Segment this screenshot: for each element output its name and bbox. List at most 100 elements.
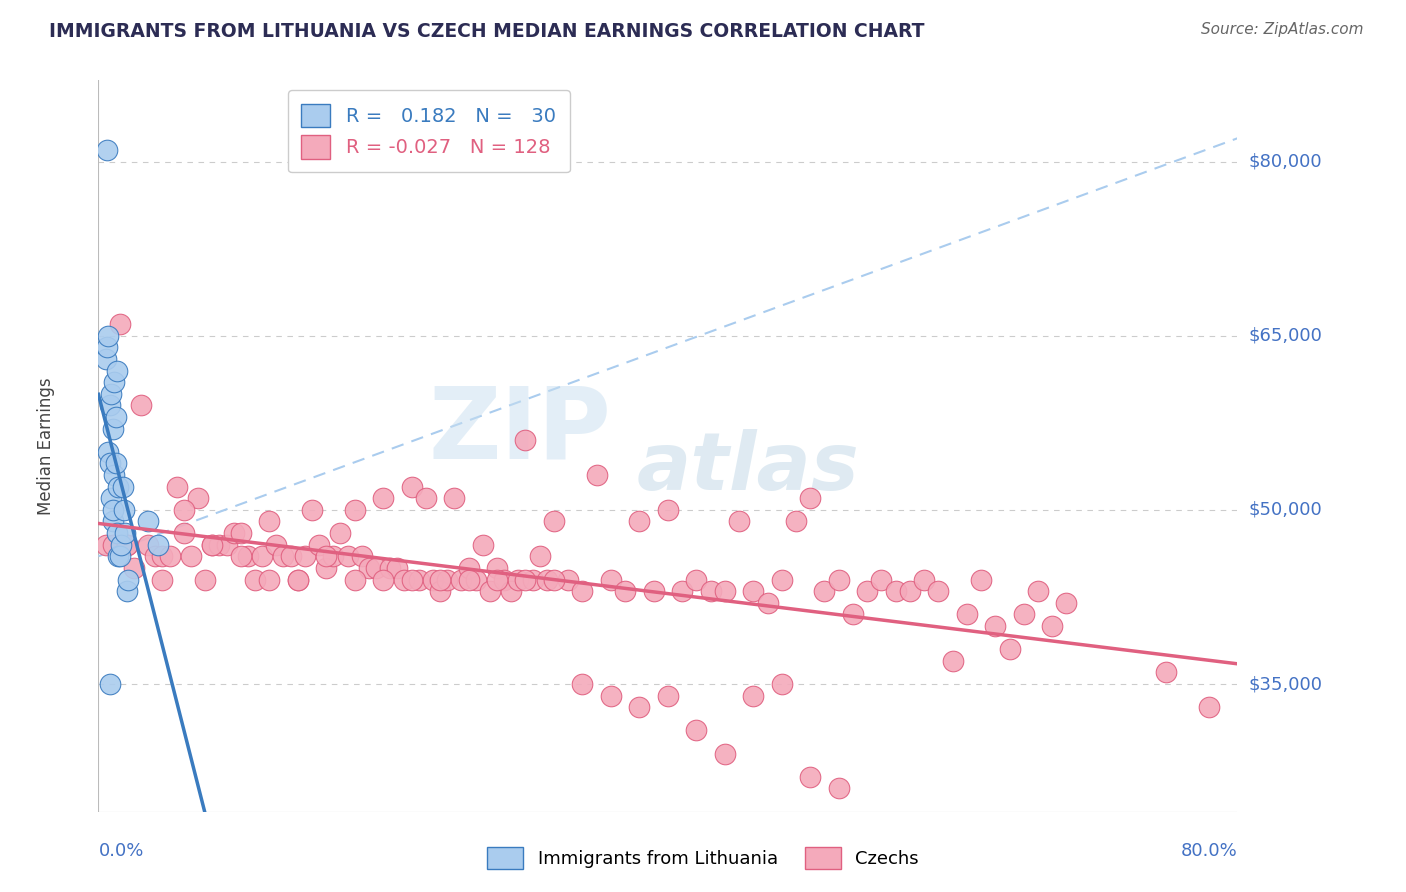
Point <box>799 491 821 506</box>
Point <box>104 409 127 424</box>
Point <box>436 573 458 587</box>
Point <box>657 503 679 517</box>
Point <box>543 573 565 587</box>
Point <box>287 573 309 587</box>
Point <box>401 573 423 587</box>
Point <box>1040 619 1063 633</box>
Point <box>884 584 907 599</box>
Point <box>529 549 551 564</box>
Point <box>259 515 281 529</box>
Point <box>117 573 139 587</box>
Point <box>870 573 893 587</box>
Point <box>103 375 125 389</box>
Point <box>685 723 707 738</box>
Point <box>108 549 131 564</box>
Point <box>105 363 128 377</box>
Point <box>187 491 209 506</box>
Point <box>756 596 779 610</box>
Point <box>180 549 202 564</box>
Point <box>97 445 120 459</box>
Point <box>543 515 565 529</box>
Point <box>215 538 238 552</box>
Point <box>828 573 851 587</box>
Point <box>415 491 437 506</box>
Point <box>970 573 993 587</box>
Point <box>259 573 281 587</box>
Point <box>94 351 117 366</box>
Text: Source: ZipAtlas.com: Source: ZipAtlas.com <box>1201 22 1364 37</box>
Point <box>585 468 607 483</box>
Point <box>685 573 707 587</box>
Point <box>408 573 430 587</box>
Point <box>98 398 121 412</box>
Point <box>97 328 120 343</box>
Point <box>614 584 637 599</box>
Point <box>110 538 132 552</box>
Point <box>742 689 765 703</box>
Point <box>387 561 409 575</box>
Point <box>222 526 245 541</box>
Point <box>401 480 423 494</box>
Point <box>471 538 494 552</box>
Point <box>770 677 793 691</box>
Point <box>100 491 122 506</box>
Point <box>464 573 486 587</box>
Text: $50,000: $50,000 <box>1249 500 1322 519</box>
Point <box>457 573 479 587</box>
Text: 80.0%: 80.0% <box>1181 842 1237 860</box>
Point <box>336 549 359 564</box>
Point <box>315 549 337 564</box>
Point <box>96 143 118 157</box>
Point <box>107 549 129 564</box>
Point <box>380 561 402 575</box>
Legend: R =   0.182   N =   30, R = -0.027   N = 128: R = 0.182 N = 30, R = -0.027 N = 128 <box>288 90 569 172</box>
Point <box>770 573 793 587</box>
Point <box>107 480 129 494</box>
Point <box>201 538 224 552</box>
Point <box>357 561 380 575</box>
Point <box>799 770 821 784</box>
Point <box>912 573 935 587</box>
Point <box>600 573 623 587</box>
Point <box>486 573 509 587</box>
Point <box>508 573 530 587</box>
Text: atlas: atlas <box>636 429 859 507</box>
Point <box>842 607 865 622</box>
Point <box>1154 665 1177 680</box>
Point <box>229 549 252 564</box>
Point <box>329 526 352 541</box>
Point <box>100 386 122 401</box>
Text: $80,000: $80,000 <box>1249 153 1322 170</box>
Point <box>208 538 231 552</box>
Point <box>628 515 651 529</box>
Point <box>98 457 121 471</box>
Point <box>159 549 181 564</box>
Text: 0.0%: 0.0% <box>98 842 143 860</box>
Point <box>94 538 117 552</box>
Point <box>898 584 921 599</box>
Point <box>122 561 145 575</box>
Point <box>515 573 537 587</box>
Point <box>1026 584 1049 599</box>
Point <box>315 561 337 575</box>
Point <box>308 538 330 552</box>
Point <box>105 526 128 541</box>
Point <box>671 584 693 599</box>
Point <box>148 538 170 552</box>
Point <box>250 549 273 564</box>
Point <box>101 538 124 552</box>
Point <box>450 573 472 587</box>
Point <box>571 677 593 691</box>
Point <box>714 584 737 599</box>
Point <box>478 584 501 599</box>
Point <box>152 549 174 564</box>
Point <box>522 573 544 587</box>
Text: $35,000: $35,000 <box>1249 675 1323 693</box>
Point <box>152 573 174 587</box>
Point <box>287 573 309 587</box>
Point <box>343 503 366 517</box>
Point <box>856 584 879 599</box>
Point <box>101 421 124 435</box>
Point <box>371 573 394 587</box>
Point <box>243 573 266 587</box>
